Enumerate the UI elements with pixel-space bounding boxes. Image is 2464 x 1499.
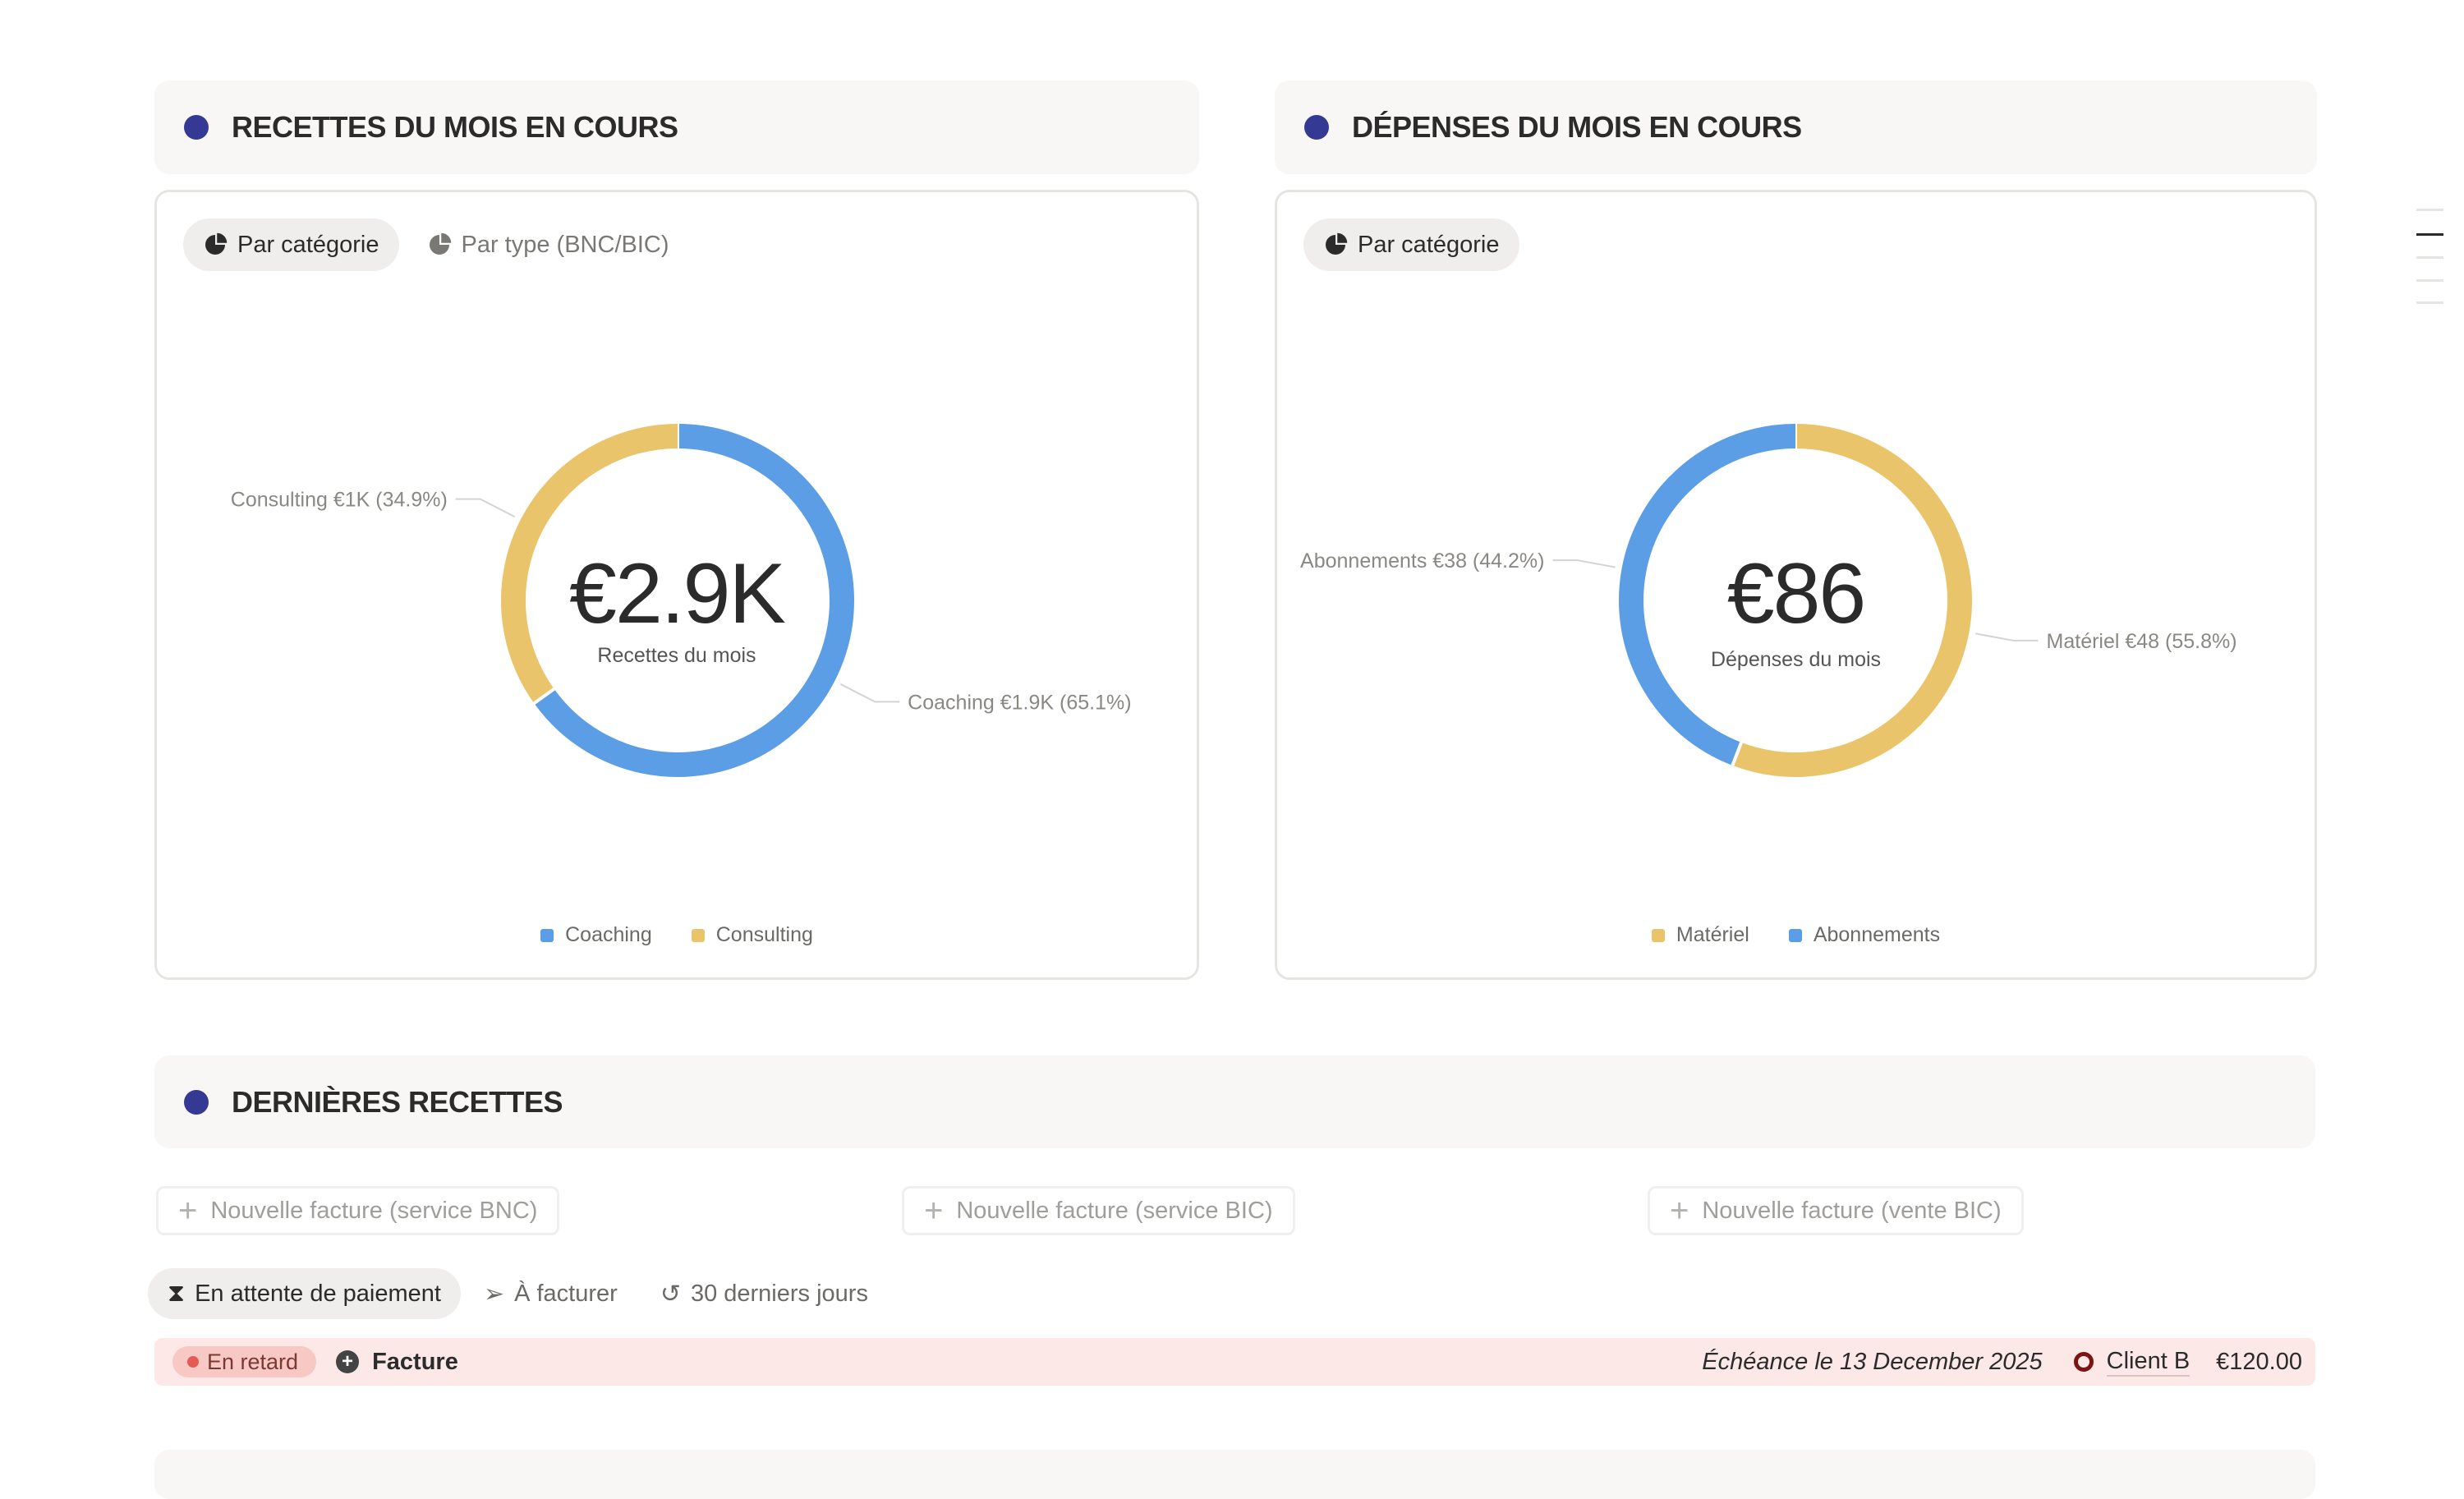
- label-leader-line: [839, 683, 900, 703]
- slice-label: Coaching €1.9K (65.1%): [908, 691, 1131, 714]
- next-section-header: [154, 1450, 2315, 1499]
- status-badge: En retard: [172, 1346, 317, 1377]
- donut-total: €86: [1726, 546, 1867, 641]
- legend-label: Matériel: [1676, 923, 1749, 946]
- legend-label: Coaching: [565, 923, 652, 946]
- table-row[interactable]: En retard + Facture Échéance le 13 Decem…: [154, 1338, 2315, 1386]
- history-icon: ↺: [660, 1280, 681, 1308]
- client-link[interactable]: Client B: [2106, 1348, 2190, 1377]
- outline-marker[interactable]: [2416, 256, 2443, 259]
- donut-slice-abonnements[interactable]: [1619, 424, 1796, 766]
- slice-label: Consulting €1K (34.9%): [231, 489, 448, 512]
- legend-item[interactable]: Abonnements: [1788, 923, 1941, 947]
- filter-30-jours[interactable]: ↺ 30 derniers jours: [641, 1268, 888, 1319]
- tab-par-categorie[interactable]: Par catégorie: [1303, 218, 1519, 271]
- donut-slice-coaching[interactable]: [534, 424, 854, 777]
- section-title: RECETTES DU MOIS EN COURS: [232, 110, 678, 144]
- donut-subtitle: Dépenses du mois: [1710, 648, 1882, 671]
- section-title: DÉPENSES DU MOIS EN COURS: [1352, 110, 1802, 144]
- amount: €120.00: [2216, 1348, 2302, 1375]
- tab-par-type[interactable]: Par type (BNC/BIC): [407, 218, 689, 271]
- tab-label: Par catégorie: [1358, 231, 1500, 258]
- new-invoice-bic-service-button[interactable]: + Nouvelle facture (service BIC): [902, 1186, 1295, 1235]
- hourglass-icon: ⧗: [168, 1280, 186, 1307]
- depenses-header: DÉPENSES DU MOIS EN COURS: [1275, 80, 2317, 174]
- donut-slice-consulting[interactable]: [501, 424, 678, 704]
- legend-item[interactable]: Matériel: [1651, 923, 1749, 947]
- donut-subtitle: Recettes du mois: [597, 644, 756, 667]
- client-icon: [2073, 1352, 2094, 1372]
- recettes-header: RECETTES DU MOIS EN COURS: [154, 80, 1199, 174]
- add-circle-icon: +: [336, 1350, 360, 1373]
- legend-label: Consulting: [715, 923, 813, 946]
- recettes-chart-card: Par catégorie Par type (BNC/BIC) Coachin…: [154, 190, 1199, 980]
- legend-swatch: [1651, 929, 1665, 943]
- legend-label: Abonnements: [1813, 923, 1941, 946]
- button-label: Nouvelle facture (service BNC): [210, 1197, 538, 1224]
- pie-chart-icon: [1326, 232, 1348, 255]
- dernieres-recettes-header: DERNIÈRES RECETTES: [154, 1055, 2315, 1148]
- outline-marker[interactable]: [2416, 209, 2443, 211]
- filter-label: En attente de paiement: [195, 1280, 441, 1307]
- outline-marker[interactable]: [2416, 279, 2443, 282]
- button-label: Nouvelle facture (service BIC): [956, 1197, 1273, 1224]
- slice-separator: [533, 687, 555, 705]
- outline-marker-active[interactable]: [2416, 233, 2443, 236]
- plus-icon: +: [1670, 1192, 1689, 1229]
- chart-legend: Matériel Abonnements: [1277, 923, 2315, 947]
- tab-label: Par catégorie: [237, 231, 379, 258]
- button-label: Nouvelle facture (vente BIC): [1702, 1197, 2002, 1224]
- legend-item[interactable]: Consulting: [691, 923, 813, 947]
- chart-legend: Coaching Consulting: [157, 923, 1197, 947]
- depenses-donut-chart: Matériel €48 (55.8%) Abonnements €38 (44.…: [1300, 424, 2237, 777]
- donut-total: €2.9K: [569, 546, 786, 641]
- plus-icon: +: [924, 1192, 944, 1229]
- section-dot-icon: [184, 1089, 209, 1115]
- pie-chart-icon: [205, 232, 228, 255]
- tab-label: Par type (BNC/BIC): [461, 231, 669, 258]
- legend-swatch: [1788, 929, 1802, 943]
- filter-label: 30 derniers jours: [690, 1280, 868, 1307]
- section-dot-icon: [1304, 115, 1329, 140]
- row-title[interactable]: Facture: [372, 1348, 458, 1375]
- donut-slice-matériel[interactable]: [1732, 424, 1972, 777]
- filter-en-attente[interactable]: ⧗ En attente de paiement: [148, 1268, 461, 1319]
- new-invoice-bnc-button[interactable]: + Nouvelle facture (service BNC): [156, 1186, 560, 1235]
- slice-separator: [1731, 742, 1743, 766]
- plus-icon: +: [178, 1192, 198, 1229]
- section-title: DERNIÈRES RECETTES: [232, 1084, 563, 1119]
- legend-item[interactable]: Coaching: [540, 923, 652, 947]
- outline-marker[interactable]: [2416, 301, 2443, 304]
- new-invoice-bic-vente-button[interactable]: + Nouvelle facture (vente BIC): [1648, 1186, 2024, 1235]
- status-dot-icon: [187, 1356, 199, 1368]
- label-leader-line: [1552, 559, 1616, 568]
- legend-swatch: [540, 929, 554, 943]
- status-label: En retard: [207, 1349, 299, 1374]
- due-date: Échéance le 13 December 2025: [1702, 1348, 2043, 1375]
- filter-label: À facturer: [514, 1280, 618, 1307]
- label-leader-line: [1975, 632, 2039, 641]
- pie-chart-icon: [429, 232, 451, 255]
- label-leader-line: [455, 498, 516, 518]
- legend-swatch: [691, 929, 705, 943]
- filter-a-facturer[interactable]: ➢ À facturer: [464, 1268, 637, 1319]
- slice-label: Matériel €48 (55.8%): [2047, 630, 2237, 653]
- tab-par-categorie[interactable]: Par catégorie: [183, 218, 399, 271]
- send-icon: ➢: [483, 1280, 505, 1308]
- recettes-donut-chart: Coaching €1.9K (65.1%) Consulting €1K (34…: [231, 424, 1132, 777]
- depenses-chart-card: Par catégorie Matériel €48 (55.8%) Abonne…: [1275, 190, 2317, 980]
- section-dot-icon: [184, 115, 209, 140]
- slice-label: Abonnements €38 (44.2%): [1300, 549, 1544, 572]
